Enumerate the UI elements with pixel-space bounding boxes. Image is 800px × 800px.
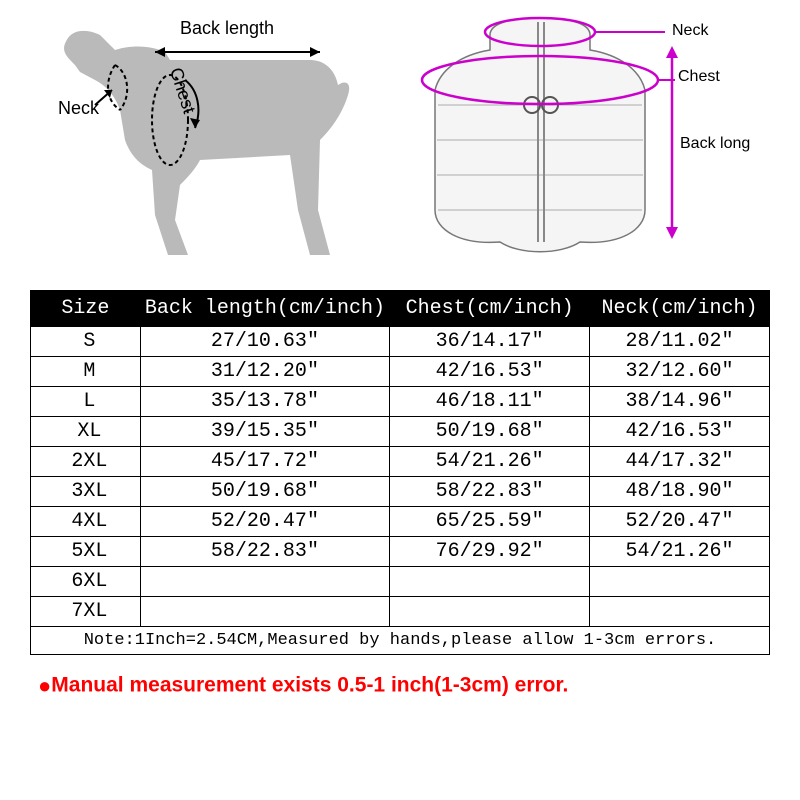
col-neck: Neck(cm/inch)	[590, 291, 770, 327]
table-body: S27/10.63"36/14.17"28/11.02" M31/12.20"4…	[31, 327, 770, 655]
table-row: 4XL52/20.47"65/25.59"52/20.47"	[31, 507, 770, 537]
dog-silhouette-svg	[20, 10, 360, 270]
table-note: Note:1Inch=2.54CM,Measured by hands,plea…	[31, 627, 770, 655]
table-row: 3XL50/19.68"58/22.83"48/18.90"	[31, 477, 770, 507]
table-row: 7XL	[31, 597, 770, 627]
vest-measurement-diagram: Neck Chest Back long	[420, 10, 760, 260]
dog-measurement-diagram: Neck Chest Back length	[20, 10, 360, 270]
dog-neck-label: Neck	[58, 98, 99, 119]
table-row: 2XL45/17.72"54/21.26"44/17.32"	[31, 447, 770, 477]
vest-chest-label: Chest	[678, 68, 720, 86]
table-note-row: Note:1Inch=2.54CM,Measured by hands,plea…	[31, 627, 770, 655]
col-backlength: Back length(cm/inch)	[140, 291, 390, 327]
manual-measurement-text: Manual measurement exists 0.5-1 inch(1-3…	[51, 674, 568, 697]
table-row: L35/13.78"46/18.11"38/14.96"	[31, 387, 770, 417]
dog-backlength-label: Back length	[180, 18, 274, 39]
col-size: Size	[31, 291, 141, 327]
size-chart-table: Size Back length(cm/inch) Chest(cm/inch)…	[30, 290, 770, 655]
table-row: M31/12.20"42/16.53"32/12.60"	[31, 357, 770, 387]
table-header-row: Size Back length(cm/inch) Chest(cm/inch)…	[31, 291, 770, 327]
manual-measurement-note: ●Manual measurement exists 0.5-1 inch(1-…	[0, 655, 800, 699]
bullet-icon: ●	[38, 673, 51, 698]
vest-backlong-label: Back long	[680, 135, 750, 153]
table-row: 5XL58/22.83"76/29.92"54/21.26"	[31, 537, 770, 567]
table-row: XL39/15.35"50/19.68"42/16.53"	[31, 417, 770, 447]
vest-neck-label: Neck	[672, 22, 708, 40]
table-row: S27/10.63"36/14.17"28/11.02"	[31, 327, 770, 357]
top-diagrams: Neck Chest Back length	[0, 0, 800, 280]
col-chest: Chest(cm/inch)	[390, 291, 590, 327]
table-row: 6XL	[31, 567, 770, 597]
